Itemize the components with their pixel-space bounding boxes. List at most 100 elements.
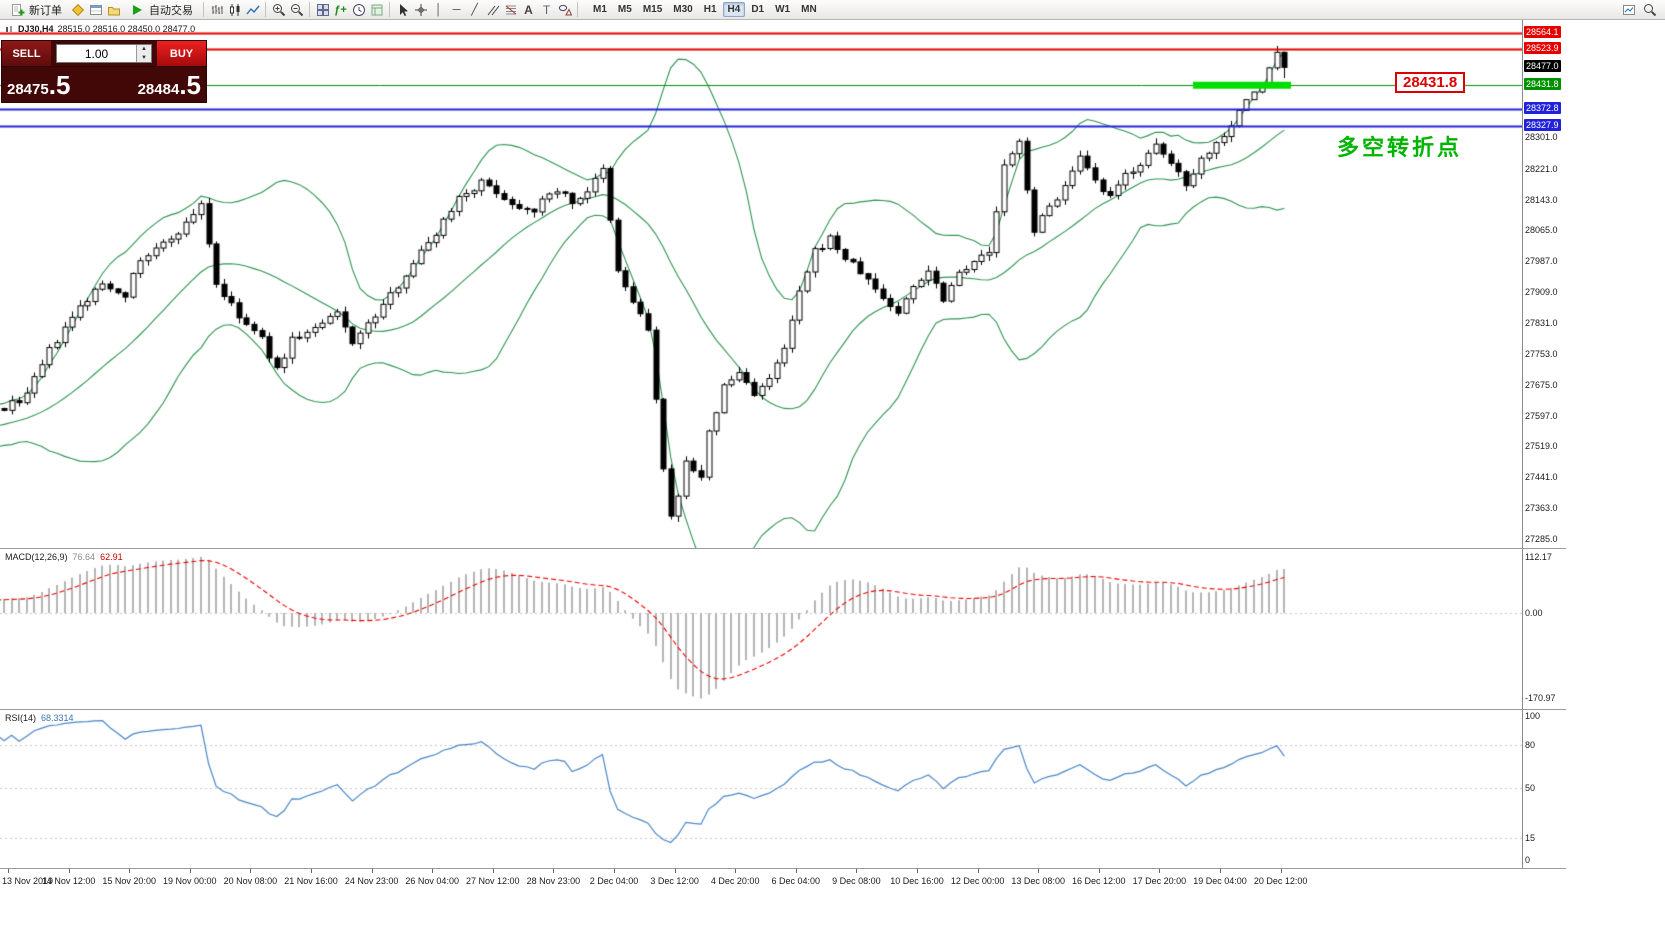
lot-increase-button[interactable]: ▲ xyxy=(137,45,151,54)
tf-w1-button[interactable]: W1 xyxy=(775,4,791,15)
time-axis-tick xyxy=(977,869,979,873)
new-order-icon xyxy=(9,2,26,18)
channel-icon[interactable] xyxy=(484,2,501,18)
tf-m15-button[interactable]: M15 xyxy=(642,4,663,15)
panel-separator xyxy=(0,868,1566,869)
crosshair-icon[interactable] xyxy=(412,2,429,18)
periods-icon[interactable] xyxy=(350,2,367,18)
tf-m1-button[interactable]: M1 xyxy=(593,4,607,15)
zoom-in-icon[interactable] xyxy=(270,2,287,18)
time-axis-label: 3 Dec 12:00 xyxy=(650,876,699,886)
time-axis-label: 4 Dec 20:00 xyxy=(710,876,760,886)
toolbar-separator xyxy=(577,2,578,17)
level-price-label: 28564.1 xyxy=(1524,25,1561,38)
zoom-out-icon[interactable] xyxy=(288,2,305,18)
trendline-icon[interactable]: ╱ xyxy=(471,3,478,16)
tf-m30-button[interactable]: M30 xyxy=(673,4,693,15)
axis-price-label: 28143.0 xyxy=(1525,194,1558,205)
macd-axis-label: 0.00 xyxy=(1525,608,1543,618)
tf-h1-button[interactable]: H1 xyxy=(703,4,717,15)
lot-size-stepper: ▲ ▼ xyxy=(136,45,151,62)
panel-separator[interactable] xyxy=(0,709,1566,710)
bar-chart-icon[interactable] xyxy=(208,2,225,18)
sell-button[interactable]: SELL xyxy=(2,41,51,66)
toolbar-separator xyxy=(203,2,204,17)
axis-price-label: 28065.0 xyxy=(1525,225,1558,236)
price-axis[interactable]: 28301.0 28221.0 28143.0 28065.0 27987.0 27909… xyxy=(1522,20,1567,895)
macd-panel-canvas[interactable] xyxy=(0,549,1522,709)
timeframe-group: M1 M5 M15 M30 H1 H4 D1 W1 MN xyxy=(588,2,822,17)
text-icon[interactable]: A xyxy=(524,2,533,17)
price-callout-label[interactable]: 28431.8 xyxy=(1395,72,1466,93)
time-axis-label: 13 Nov 2019 xyxy=(2,876,54,886)
lot-decrease-button[interactable]: ▼ xyxy=(137,53,151,62)
sell-price-frac: .5 xyxy=(48,70,71,100)
new-order-button[interactable]: 新订单 xyxy=(3,0,68,19)
time-axis-tick xyxy=(250,869,252,873)
toolbar-separator xyxy=(389,2,390,17)
toolbar-separator xyxy=(265,2,266,17)
panel-separator[interactable] xyxy=(0,548,1566,549)
rsi-axis-label: 50 xyxy=(1525,783,1536,793)
axis-price-label: 27519.0 xyxy=(1525,441,1558,452)
metaeditor-icon[interactable] xyxy=(69,2,86,18)
time-axis-label: 13 Dec 08:00 xyxy=(1011,876,1065,886)
time-axis-tick xyxy=(432,869,434,873)
time-axis-tick xyxy=(917,869,918,873)
time-axis-tick xyxy=(856,869,858,873)
time-axis-tick xyxy=(1098,869,1100,873)
cursor-icon[interactable] xyxy=(394,2,411,18)
time-axis-tick xyxy=(674,869,676,873)
price-chart-canvas[interactable] xyxy=(0,20,1522,548)
symbol-ohlc: 28515.0 28516.0 28450.0 28477.0 xyxy=(57,24,196,34)
tf-d1-button[interactable]: D1 xyxy=(751,4,765,15)
bull-bear-annotation[interactable]: 多空转折点 xyxy=(1337,135,1463,160)
line-chart-icon[interactable] xyxy=(244,2,261,18)
level-price-label: 28327.9 xyxy=(1524,119,1561,132)
horizontal-line-icon[interactable]: ─ xyxy=(452,3,461,16)
new-chart-icon[interactable] xyxy=(1620,2,1637,18)
navigator-icon[interactable] xyxy=(105,2,122,18)
buy-price[interactable]: 28484 .5 xyxy=(138,72,201,98)
axis-price-label: 27831.0 xyxy=(1525,317,1558,328)
sell-button-label: SELL xyxy=(12,47,41,60)
rsi-panel-canvas[interactable] xyxy=(0,710,1522,867)
axis-price-label: 27675.0 xyxy=(1525,379,1558,390)
market-watch-icon[interactable] xyxy=(87,2,104,18)
time-axis-label: 24 Nov 23:00 xyxy=(344,876,399,886)
search-icon[interactable] xyxy=(1641,2,1658,18)
time-axis-tick xyxy=(189,869,191,873)
shapes-icon[interactable] xyxy=(556,2,573,18)
candlestick-icon[interactable] xyxy=(226,2,243,18)
auto-trading-button[interactable]: 自动交易 xyxy=(123,0,199,19)
time-axis-tick xyxy=(68,869,70,873)
sell-price[interactable]: 28475 .5 xyxy=(7,72,70,98)
buy-button-label: BUY xyxy=(169,47,194,60)
fibonacci-icon[interactable] xyxy=(502,2,519,18)
label-icon[interactable]: T xyxy=(542,2,551,17)
indicators-icon[interactable]: ƒ+ xyxy=(334,3,347,16)
templates-icon[interactable] xyxy=(368,2,385,18)
time-axis-label: 16 Dec 12:00 xyxy=(1072,876,1126,886)
level-price-label: 28431.8 xyxy=(1524,78,1561,91)
tf-h4-button[interactable]: H4 xyxy=(722,2,746,17)
toolbar-separator xyxy=(309,2,310,17)
macd-axis-label: 112.17 xyxy=(1525,551,1552,562)
buy-button[interactable]: BUY xyxy=(157,41,206,66)
rsi-axis-label: 80 xyxy=(1525,739,1536,750)
level-price-label: 28372.8 xyxy=(1524,101,1561,114)
tf-m5-button[interactable]: M5 xyxy=(617,4,632,15)
tf-mn-button[interactable]: MN xyxy=(801,4,817,15)
time-axis[interactable]: 13 Nov 2019 14 Nov 12:00 15 Nov 20:00 19 No… xyxy=(0,869,1566,895)
tile-windows-icon[interactable] xyxy=(314,2,331,18)
time-axis-label: 10 Dec 16:00 xyxy=(890,876,944,886)
symbol-info-line: DJ30,H4 28515.0 28516.0 28450.0 28477.0 xyxy=(5,24,195,34)
lot-size-input[interactable]: 1.00 ▲ ▼ xyxy=(56,44,152,63)
time-axis-label: 28 Nov 23:00 xyxy=(526,876,581,886)
top-toolbar: 新订单 自动交易 ƒ+ │ ─ ╱ A T M1 M5 M15 M30 H1 H4 D1 W xyxy=(0,0,1665,20)
time-axis-label: 17 Dec 20:00 xyxy=(1132,876,1187,886)
time-axis-tick xyxy=(1159,869,1161,873)
time-axis-label: 20 Dec 12:00 xyxy=(1253,876,1308,886)
vertical-line-icon[interactable]: │ xyxy=(435,3,442,16)
axis-price-label: 27441.0 xyxy=(1525,472,1558,483)
